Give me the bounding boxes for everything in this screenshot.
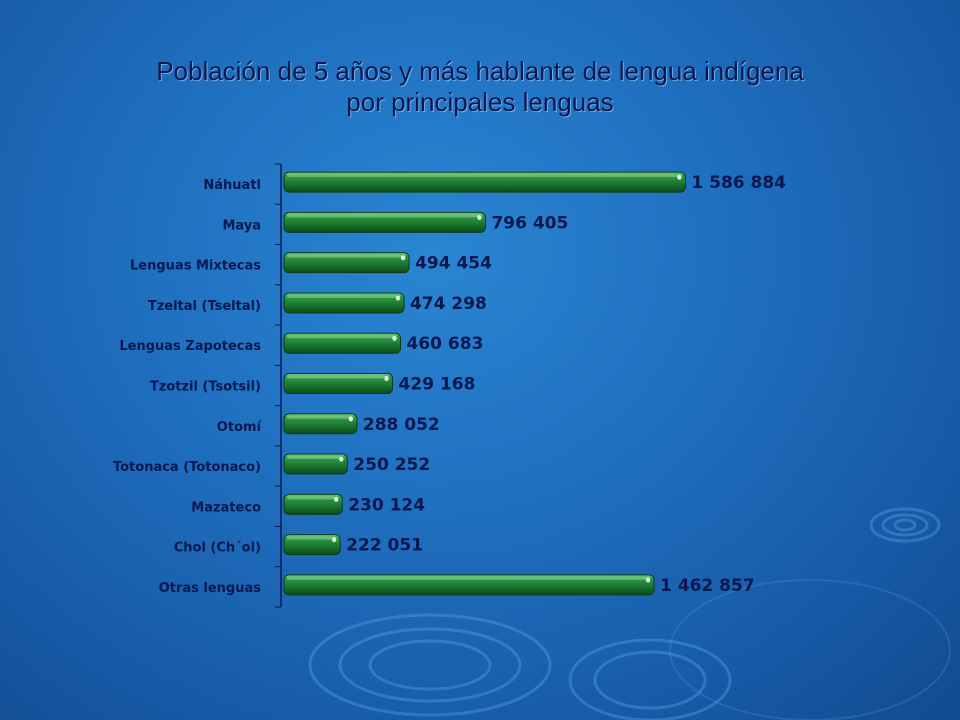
value-label: 250 252 bbox=[353, 455, 430, 475]
ripple-decoration bbox=[308, 507, 951, 720]
value-label: 222 051 bbox=[346, 536, 423, 556]
value-labels: 1 586 884 796 405 494 454 474 298 460 683 429… bbox=[346, 173, 786, 596]
bar-5 bbox=[283, 332, 402, 354]
bar-2 bbox=[283, 211, 486, 233]
category-label: Lenguas Zapotecas bbox=[119, 339, 261, 354]
value-label: 474 298 bbox=[410, 294, 487, 314]
bar-3 bbox=[283, 252, 410, 274]
value-label: 460 683 bbox=[407, 334, 484, 354]
category-label: Chol (Ch´ol) bbox=[174, 541, 261, 556]
value-label: 796 405 bbox=[491, 213, 568, 233]
category-label: Otras lenguas bbox=[159, 581, 262, 596]
chart-title-line-2: por principales lenguas bbox=[346, 87, 614, 117]
y-axis-ticks bbox=[275, 163, 281, 608]
value-label: 1 586 884 bbox=[691, 173, 786, 193]
bar-9 bbox=[283, 493, 343, 515]
category-label: Tzeltal (Tseltal) bbox=[148, 299, 261, 314]
category-labels: Náhuatl Maya Lenguas Mixtecas Tzeltal (Tsel… bbox=[113, 178, 263, 596]
bars-group bbox=[283, 171, 686, 596]
value-label: 429 168 bbox=[399, 375, 476, 395]
bar-7 bbox=[283, 413, 358, 435]
category-label: Náhuatl bbox=[203, 178, 261, 193]
bar-4 bbox=[283, 292, 405, 314]
value-label: 1 462 857 bbox=[660, 576, 755, 596]
bar-10 bbox=[283, 534, 341, 556]
value-label: 494 454 bbox=[415, 254, 492, 274]
bar-8 bbox=[283, 453, 348, 475]
bar-11 bbox=[283, 574, 655, 596]
bar-6 bbox=[283, 373, 394, 394]
category-label: Mazateco bbox=[191, 500, 261, 515]
category-label: Tzotzil (Tsotsil) bbox=[150, 380, 261, 395]
category-label: Lenguas Mixtecas bbox=[130, 259, 261, 274]
value-label: 230 124 bbox=[348, 495, 425, 515]
chart-title-line-1: Población de 5 años y más hablante de le… bbox=[156, 56, 804, 86]
category-label: Maya bbox=[222, 218, 261, 233]
category-label: Otomí bbox=[217, 420, 263, 435]
category-label: Totonaca (Totonaco) bbox=[113, 460, 261, 475]
value-label: 288 052 bbox=[363, 415, 440, 435]
bar-1 bbox=[283, 171, 686, 193]
